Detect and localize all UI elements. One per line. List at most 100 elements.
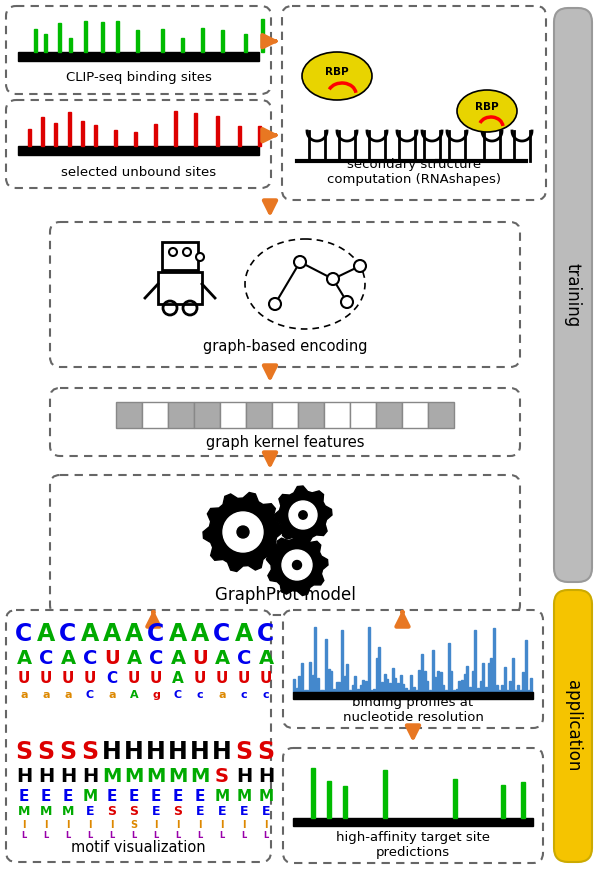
- Bar: [69, 38, 71, 52]
- Text: M: M: [190, 767, 209, 786]
- Bar: [309, 662, 311, 692]
- Text: A: A: [37, 622, 55, 646]
- Text: S: S: [82, 740, 98, 764]
- Text: M: M: [146, 767, 166, 786]
- Text: H: H: [236, 767, 252, 786]
- Text: U: U: [192, 649, 208, 668]
- Text: I: I: [154, 820, 158, 830]
- Text: L: L: [131, 831, 137, 840]
- Text: H: H: [124, 740, 144, 764]
- Text: A: A: [61, 649, 76, 668]
- Bar: [437, 671, 439, 692]
- Bar: [394, 678, 397, 692]
- Bar: [455, 689, 458, 692]
- Bar: [464, 674, 466, 692]
- Text: U: U: [216, 671, 228, 686]
- Text: U: U: [62, 671, 74, 686]
- Text: M: M: [40, 805, 52, 818]
- FancyBboxPatch shape: [282, 6, 546, 200]
- Text: M: M: [169, 767, 188, 786]
- Bar: [434, 677, 436, 692]
- FancyBboxPatch shape: [554, 590, 592, 862]
- Circle shape: [327, 273, 339, 285]
- Text: C: C: [148, 622, 164, 646]
- Text: A: A: [214, 649, 230, 668]
- FancyBboxPatch shape: [50, 222, 520, 367]
- Text: H: H: [190, 740, 210, 764]
- Text: S: S: [16, 740, 32, 764]
- Circle shape: [196, 253, 204, 261]
- Bar: [466, 666, 469, 692]
- Text: I: I: [44, 820, 48, 830]
- Bar: [365, 680, 367, 692]
- Bar: [517, 686, 519, 692]
- Circle shape: [237, 526, 249, 538]
- Text: I: I: [22, 820, 26, 830]
- Text: U: U: [18, 671, 30, 686]
- Bar: [341, 630, 343, 692]
- Text: U: U: [150, 671, 162, 686]
- Bar: [314, 627, 316, 692]
- Bar: [427, 681, 428, 692]
- Text: RBP: RBP: [475, 102, 499, 112]
- Text: S: S: [257, 740, 275, 764]
- Bar: [514, 690, 517, 692]
- Bar: [258, 126, 260, 146]
- Bar: [485, 687, 487, 692]
- Text: A: A: [103, 622, 121, 646]
- Text: motif visualization: motif visualization: [71, 840, 206, 855]
- Text: A: A: [125, 622, 143, 646]
- Bar: [445, 690, 447, 692]
- Bar: [520, 690, 521, 692]
- Bar: [114, 130, 116, 146]
- Text: C: C: [59, 622, 77, 646]
- Bar: [194, 402, 220, 428]
- Bar: [376, 658, 377, 692]
- Bar: [331, 672, 332, 692]
- Bar: [94, 125, 97, 146]
- Text: A: A: [16, 649, 32, 668]
- Bar: [490, 658, 493, 692]
- Bar: [162, 242, 198, 270]
- Text: secondary structure
computation (RNAshapes): secondary structure computation (RNAshap…: [327, 158, 501, 186]
- Text: C: C: [149, 649, 163, 668]
- Bar: [101, 22, 104, 52]
- Bar: [333, 689, 335, 692]
- Text: S: S: [37, 740, 55, 764]
- Bar: [221, 30, 223, 52]
- Text: S: S: [173, 805, 182, 818]
- Bar: [304, 690, 305, 692]
- Bar: [335, 682, 338, 692]
- Bar: [58, 23, 61, 52]
- Bar: [461, 680, 463, 692]
- Text: S: S: [130, 805, 139, 818]
- Bar: [307, 690, 308, 692]
- Text: g: g: [152, 690, 160, 700]
- Bar: [368, 627, 370, 692]
- Bar: [298, 402, 324, 428]
- Bar: [359, 685, 362, 692]
- Text: C: C: [16, 622, 32, 646]
- Bar: [509, 681, 511, 692]
- Bar: [405, 688, 407, 692]
- Text: I: I: [220, 820, 224, 830]
- Text: C: C: [174, 690, 182, 700]
- FancyBboxPatch shape: [6, 6, 271, 94]
- Bar: [28, 129, 31, 146]
- Bar: [469, 687, 471, 692]
- Bar: [158, 272, 202, 304]
- Text: E: E: [63, 789, 73, 804]
- Text: L: L: [88, 831, 92, 840]
- Bar: [324, 402, 350, 428]
- Bar: [142, 402, 168, 428]
- Bar: [403, 684, 404, 692]
- Bar: [503, 667, 506, 692]
- Text: U: U: [238, 671, 250, 686]
- Text: E: E: [151, 789, 161, 804]
- Bar: [370, 690, 373, 692]
- Bar: [116, 21, 119, 52]
- Circle shape: [289, 501, 317, 529]
- Bar: [479, 680, 482, 692]
- Bar: [174, 111, 176, 146]
- Bar: [376, 402, 402, 428]
